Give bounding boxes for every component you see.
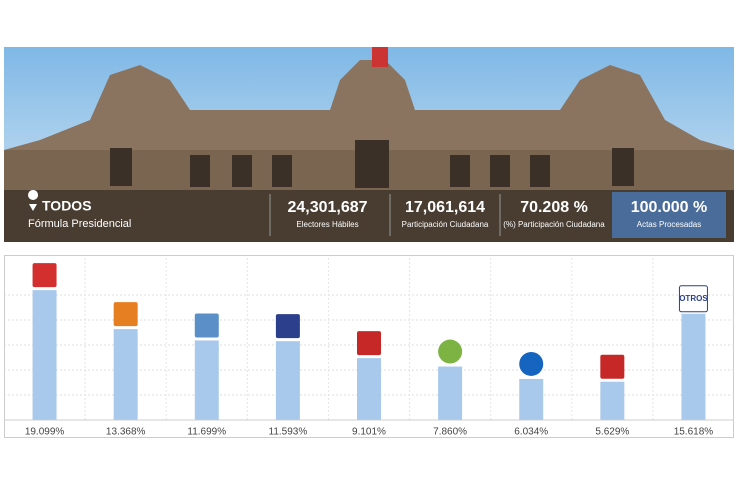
stat-highlight	[612, 192, 726, 238]
value-label: 19.099%	[25, 427, 65, 438]
party-logo	[275, 314, 300, 339]
stat-value: 17,061,614	[405, 199, 485, 216]
party-logo	[113, 302, 138, 327]
stat-label: (%) Participación Ciudadana	[503, 220, 605, 229]
value-label: 6.034%	[514, 427, 548, 438]
bar	[600, 381, 625, 420]
bar	[32, 290, 57, 420]
bar	[357, 358, 381, 420]
bar	[275, 341, 300, 420]
stat-value: 100.000 %	[631, 199, 708, 216]
location: TODOS	[42, 198, 92, 214]
pin-icon	[28, 190, 39, 211]
windows	[110, 140, 634, 188]
bar	[681, 313, 706, 420]
party-logo	[519, 351, 544, 376]
subtitle: Fórmula Presidencial	[28, 218, 131, 230]
stat-value: 70.208 %	[520, 199, 588, 216]
value-label: 7.860%	[433, 427, 467, 438]
value-label: 13.368%	[106, 427, 146, 438]
party-logo	[678, 285, 708, 313]
party-logo	[194, 313, 219, 338]
stats: 24,301,687 Electores Hábiles 17,061,614 Par…	[269, 192, 726, 238]
bar	[519, 378, 544, 420]
value-label: 11.699%	[187, 427, 226, 438]
stat-label: Electores Hábiles	[296, 220, 358, 229]
chart: 19.099% 13.368% 11.699% 11.593% 9.101% 7.860%…	[4, 258, 734, 438]
value-label: 11.593%	[269, 427, 308, 438]
party-logo	[32, 263, 57, 288]
party-logo	[438, 339, 463, 364]
value-label: 15.618%	[674, 427, 714, 438]
bar	[113, 329, 138, 420]
banner: TODOS Fórmula Presidencial 24,301,687 Ele…	[4, 47, 734, 242]
bar	[194, 340, 219, 420]
value-label: 5.629%	[595, 427, 629, 438]
party-logo	[600, 354, 625, 379]
flag	[372, 47, 388, 67]
stat-value: 24,301,687	[287, 199, 367, 216]
stat-label: Participación Ciudadana	[402, 220, 489, 229]
stat-label: Actas Procesadas	[637, 220, 701, 229]
value-label: 9.101%	[352, 427, 386, 438]
bar	[438, 366, 463, 420]
party-name: OTROS	[679, 294, 708, 303]
party-logo	[357, 331, 381, 356]
